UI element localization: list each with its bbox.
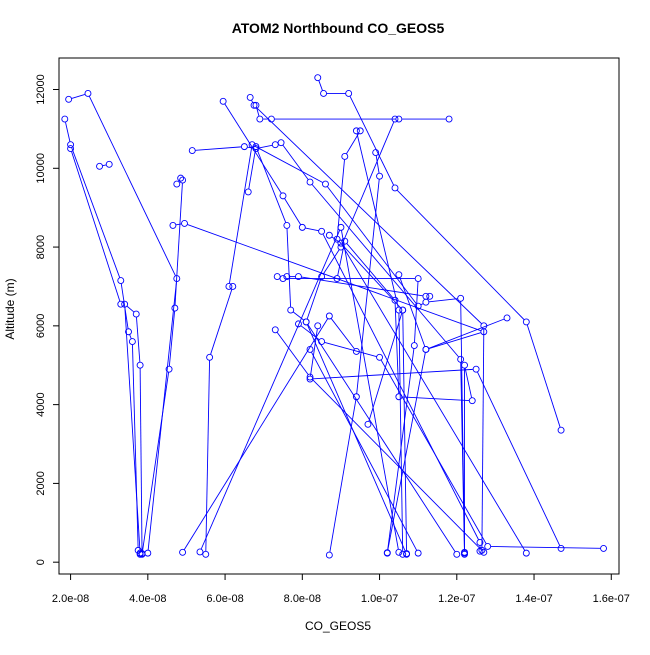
x-tick-label: 1.6e-07 xyxy=(593,593,630,605)
x-tick-label: 4.0e-08 xyxy=(129,593,166,605)
y-tick-label: 4000 xyxy=(35,392,47,416)
x-tick-label: 1.4e-07 xyxy=(515,593,552,605)
x-tick-label: 1.0e-07 xyxy=(361,593,398,605)
chart-title: ATOM2 Northbound CO_GEOS5 xyxy=(232,20,445,36)
y-tick-label: 6000 xyxy=(35,314,47,338)
x-tick-label: 6.0e-08 xyxy=(206,593,243,605)
y-tick-label: 0 xyxy=(35,559,47,565)
y-tick-label: 8000 xyxy=(35,235,47,259)
y-tick-label: 2000 xyxy=(35,471,47,495)
x-tick-label: 8.0e-08 xyxy=(284,593,321,605)
x-axis-label: CO_GEOS5 xyxy=(305,619,371,633)
y-tick-label: 10000 xyxy=(35,153,47,184)
y-tick-label: 12000 xyxy=(35,74,47,105)
x-tick-label: 2.0e-08 xyxy=(52,593,89,605)
y-axis-label: Altitude (m) xyxy=(3,278,17,339)
x-tick-label: 1.2e-07 xyxy=(438,593,475,605)
